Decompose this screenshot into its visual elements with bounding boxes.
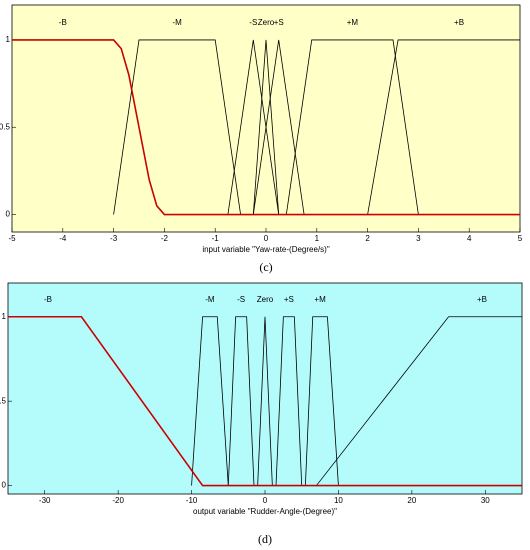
x-tick-label: 0 xyxy=(263,496,268,505)
y-tick-label: 0 xyxy=(6,210,11,219)
caption: (c) xyxy=(259,260,272,274)
membership-line xyxy=(304,316,339,486)
y-tick-label: 1 xyxy=(2,312,7,321)
membership-line xyxy=(275,316,303,486)
series-label: +S xyxy=(274,18,284,27)
x-tick-label: -5 xyxy=(8,234,16,243)
series-label: Zero xyxy=(257,295,274,304)
membership-line xyxy=(227,39,280,215)
x-tick-label: 2 xyxy=(365,234,370,243)
membership-line xyxy=(257,316,273,486)
x-tick-label: 10 xyxy=(334,496,343,505)
x-tick-label: -4 xyxy=(59,234,67,243)
membership-line xyxy=(191,316,229,486)
x-tick-label: 30 xyxy=(481,496,490,505)
membership-line xyxy=(8,315,522,487)
series-label: -B xyxy=(59,18,67,27)
x-tick-label: -1 xyxy=(212,234,220,243)
series-label: Zero xyxy=(258,18,275,27)
x-tick-label: -20 xyxy=(112,496,124,505)
y-tick-label: 0.5 xyxy=(0,396,7,405)
membership-line xyxy=(12,39,520,216)
membership-line xyxy=(316,316,522,486)
x-tick-label: -10 xyxy=(186,496,198,505)
series-label: +M xyxy=(314,295,326,304)
series-label: +M xyxy=(347,18,359,27)
x-tick-label: 20 xyxy=(407,496,416,505)
membership-line xyxy=(227,316,255,486)
x-tick-label: -2 xyxy=(161,234,169,243)
x-tick-label: 3 xyxy=(416,234,421,243)
x-tick-label: 4 xyxy=(467,234,472,243)
x-tick-label: -3 xyxy=(110,234,118,243)
series-label: +B xyxy=(477,295,487,304)
x-tick-label: 0 xyxy=(264,234,269,243)
x-tick-label: 1 xyxy=(315,234,320,243)
plot-area xyxy=(11,4,521,233)
series-label: -M xyxy=(172,18,182,27)
x-tick-label: 5 xyxy=(518,234,523,243)
series-label: -S xyxy=(249,18,257,27)
series-label: +S xyxy=(284,295,294,304)
membership-line xyxy=(252,39,305,215)
membership-line xyxy=(113,39,241,215)
membership-line xyxy=(252,39,280,215)
caption: (d) xyxy=(258,532,272,546)
y-tick-label: 1 xyxy=(6,35,11,44)
series-label: -M xyxy=(205,295,215,304)
x-axis-label: input variable "Yaw-rate-(Degree/s)" xyxy=(202,245,330,254)
plot-area xyxy=(7,282,523,495)
series-label: -S xyxy=(237,295,245,304)
series-label: -B xyxy=(44,295,52,304)
membership-line xyxy=(285,39,419,215)
x-tick-label: -30 xyxy=(39,496,51,505)
membership-line xyxy=(367,39,520,215)
x-axis-label: output variable "Rudder-Angle-(Degree)" xyxy=(193,507,337,516)
y-tick-label: 0 xyxy=(2,481,7,490)
y-tick-label: 0.5 xyxy=(0,122,11,131)
series-label: +B xyxy=(454,18,464,27)
